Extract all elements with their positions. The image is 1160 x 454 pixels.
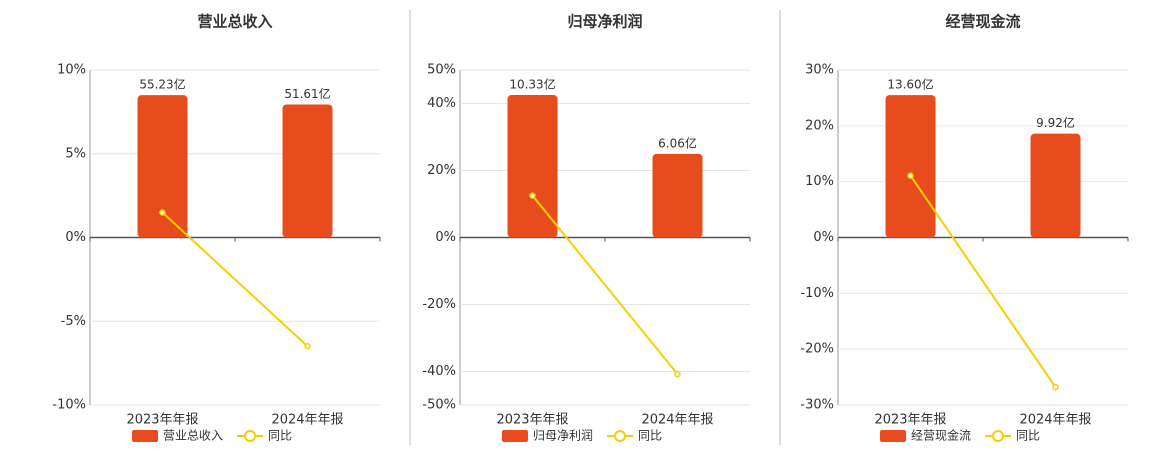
x-tick-label: 2024年年报 bbox=[641, 413, 713, 428]
y-tick-label: 5% bbox=[65, 146, 86, 161]
legend-label: 归母净利润 bbox=[533, 429, 593, 443]
line bbox=[909, 175, 1057, 388]
line bbox=[531, 194, 679, 375]
chart-title: 经营现金流 bbox=[945, 13, 1020, 31]
bar bbox=[507, 94, 558, 238]
legend-label: 同比 bbox=[1016, 429, 1040, 443]
bar bbox=[137, 95, 188, 238]
chart-title: 营业总收入 bbox=[197, 13, 272, 31]
y-tick-label: 30% bbox=[805, 63, 834, 78]
y-tick-label: 0% bbox=[435, 230, 456, 245]
y-tick-label: 0% bbox=[813, 230, 834, 245]
y-tick-label: -40% bbox=[422, 364, 456, 379]
legend-marker bbox=[244, 430, 257, 442]
line-point bbox=[1052, 383, 1059, 391]
line-point bbox=[159, 209, 166, 216]
legend-swatch bbox=[502, 430, 528, 442]
y-tick-label: -50% bbox=[422, 398, 456, 413]
legend-swatch bbox=[880, 430, 906, 442]
bar bbox=[885, 95, 936, 238]
y-tick-label: -10% bbox=[800, 286, 834, 301]
legend-label: 同比 bbox=[268, 429, 292, 443]
x-tick-label: 2023年年报 bbox=[874, 413, 946, 428]
chart-title: 归母净利润 bbox=[567, 13, 642, 31]
bar bbox=[1030, 133, 1081, 238]
y-tick-label: 40% bbox=[427, 96, 456, 111]
y-tick-label: 10% bbox=[57, 63, 86, 78]
y-tick-label: -30% bbox=[800, 398, 834, 413]
legend-label: 营业总收入 bbox=[163, 429, 223, 443]
bar bbox=[282, 104, 333, 238]
line-point bbox=[674, 370, 681, 378]
x-tick-label: 2024年年报 bbox=[1019, 413, 1091, 428]
y-tick-label: 0% bbox=[65, 230, 86, 245]
legend-label: 经营现金流 bbox=[911, 428, 971, 443]
legend-swatch bbox=[132, 430, 158, 442]
line bbox=[161, 211, 309, 347]
legend-marker bbox=[992, 430, 1005, 442]
y-tick-label: 10% bbox=[805, 174, 834, 189]
value-label: 55.23亿 bbox=[139, 77, 185, 92]
x-tick-label: 2023年年报 bbox=[126, 413, 198, 428]
x-tick-label: 2023年年报 bbox=[496, 413, 568, 428]
value-label: 51.61亿 bbox=[284, 86, 330, 101]
legend-label: 同比 bbox=[638, 429, 662, 443]
value-label: 6.06亿 bbox=[658, 135, 697, 150]
legend-marker bbox=[614, 430, 627, 442]
line-point bbox=[529, 192, 536, 199]
line-point bbox=[304, 342, 311, 350]
value-label: 10.33亿 bbox=[509, 76, 555, 91]
line-point bbox=[907, 172, 914, 179]
bar bbox=[652, 153, 703, 238]
value-label: 9.92亿 bbox=[1036, 115, 1075, 130]
y-tick-label: -20% bbox=[800, 342, 834, 357]
x-tick-label: 2024年年报 bbox=[271, 413, 343, 428]
value-label: 13.60亿 bbox=[887, 77, 933, 92]
y-tick-label: 50% bbox=[427, 63, 456, 78]
y-tick-label: -5% bbox=[61, 314, 86, 329]
y-tick-label: -10% bbox=[52, 398, 86, 413]
y-tick-label: -20% bbox=[422, 297, 456, 312]
y-tick-label: 20% bbox=[805, 118, 834, 133]
y-tick-label: 20% bbox=[427, 163, 456, 178]
